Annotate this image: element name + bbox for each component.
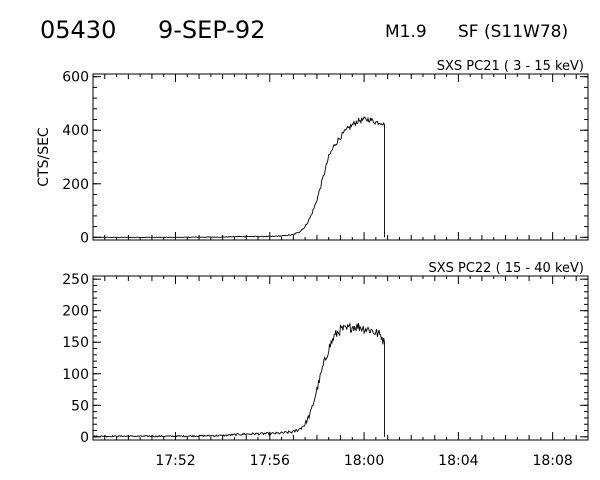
panel-pc21: 0 200 400 600 SXS PC21 ( 3 - 15 keV) CTS/SEC xyxy=(36,59,589,246)
h-alpha-class: SF (S11W78) xyxy=(458,22,569,42)
x-tick-label: 17:52 xyxy=(155,453,195,469)
y-tick-label: 400 xyxy=(62,123,89,139)
y-tick-label: 0 xyxy=(80,230,89,246)
y-tick-label: 200 xyxy=(62,304,89,320)
y-tick-label: 250 xyxy=(62,272,89,288)
panel-title: SXS PC22 ( 15 - 40 keV) xyxy=(428,261,584,276)
series-line xyxy=(92,322,385,438)
y-tick-label: 50 xyxy=(71,398,89,414)
series-line xyxy=(92,115,385,238)
event-id: 05430 xyxy=(40,16,117,44)
y-tick-label: 200 xyxy=(62,177,89,193)
panel-pc22: 0 50 100 150 200 250 SXS PC22 ( 15 - 40 keV) 17… xyxy=(62,261,589,469)
panel-title: SXS PC21 ( 3 - 15 keV) xyxy=(437,59,584,74)
plot-frame xyxy=(92,73,589,241)
x-tick-label: 17:56 xyxy=(250,453,290,469)
x-tick-label: 18:08 xyxy=(532,453,572,469)
goes-class: M1.9 xyxy=(385,22,427,42)
y-tick-label: 600 xyxy=(62,70,89,86)
y-tick-label: 150 xyxy=(62,335,89,351)
y-tick-label: 0 xyxy=(80,430,89,446)
x-tick-label: 18:00 xyxy=(344,453,384,469)
plot-frame xyxy=(92,275,589,441)
y-axis-label: CTS/SEC xyxy=(36,127,52,187)
event-date: 9-SEP-92 xyxy=(158,16,266,44)
x-tick-label: 18:04 xyxy=(438,453,478,469)
y-tick-label: 100 xyxy=(62,367,89,383)
